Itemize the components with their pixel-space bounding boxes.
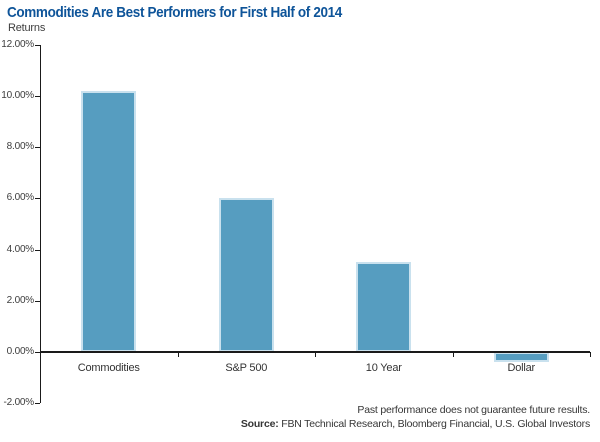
y-axis-tick xyxy=(35,249,40,251)
source-label: Source: xyxy=(240,418,279,430)
y-axis-line xyxy=(40,45,41,403)
bar-s-p-500 xyxy=(218,198,274,352)
y-axis-label: 8.00% xyxy=(6,141,35,153)
chart-title: Commodities Are Best Performers for Firs… xyxy=(7,4,342,21)
x-axis-boundary-tick xyxy=(315,351,316,357)
zero-axis-line xyxy=(40,351,590,353)
y-axis-tick xyxy=(35,403,40,404)
y-axis-tick xyxy=(35,351,40,353)
y-axis-tick xyxy=(35,96,40,98)
x-axis-label: Dollar xyxy=(507,362,536,374)
x-axis-label: 10 Year xyxy=(365,362,402,374)
y-axis-tick xyxy=(35,45,40,46)
chart-ylabel: Returns xyxy=(8,22,46,34)
y-axis-tick xyxy=(35,300,40,302)
y-axis-label: -2.00% xyxy=(3,397,35,408)
source-detail: FBN Technical Research, Bloomberg Financ… xyxy=(278,418,590,430)
y-axis-tick xyxy=(35,147,40,149)
x-axis-boundary-tick xyxy=(590,351,591,357)
bar-10-year xyxy=(356,262,412,352)
y-axis-label: 6.00% xyxy=(6,192,35,204)
x-axis-boundary-tick xyxy=(452,351,454,357)
disclaimer-text: Past performance does not guarantee futu… xyxy=(357,404,590,416)
y-axis-label: 12.00% xyxy=(1,39,34,50)
y-axis-label: 4.00% xyxy=(6,243,35,255)
source-text: Source: FBN Technical Research, Bloomber… xyxy=(241,418,590,430)
y-axis-label: 10.00% xyxy=(1,90,34,102)
bar-commodities xyxy=(81,91,137,352)
x-axis-label: Commodities xyxy=(77,362,140,374)
y-axis-label: 2.00% xyxy=(6,294,35,306)
x-axis-boundary-tick xyxy=(177,351,179,357)
y-axis-label: 0.00% xyxy=(6,345,35,357)
bar-dollar xyxy=(493,351,549,363)
x-axis-label: S&P 500 xyxy=(225,362,268,374)
y-axis-tick xyxy=(35,198,40,200)
